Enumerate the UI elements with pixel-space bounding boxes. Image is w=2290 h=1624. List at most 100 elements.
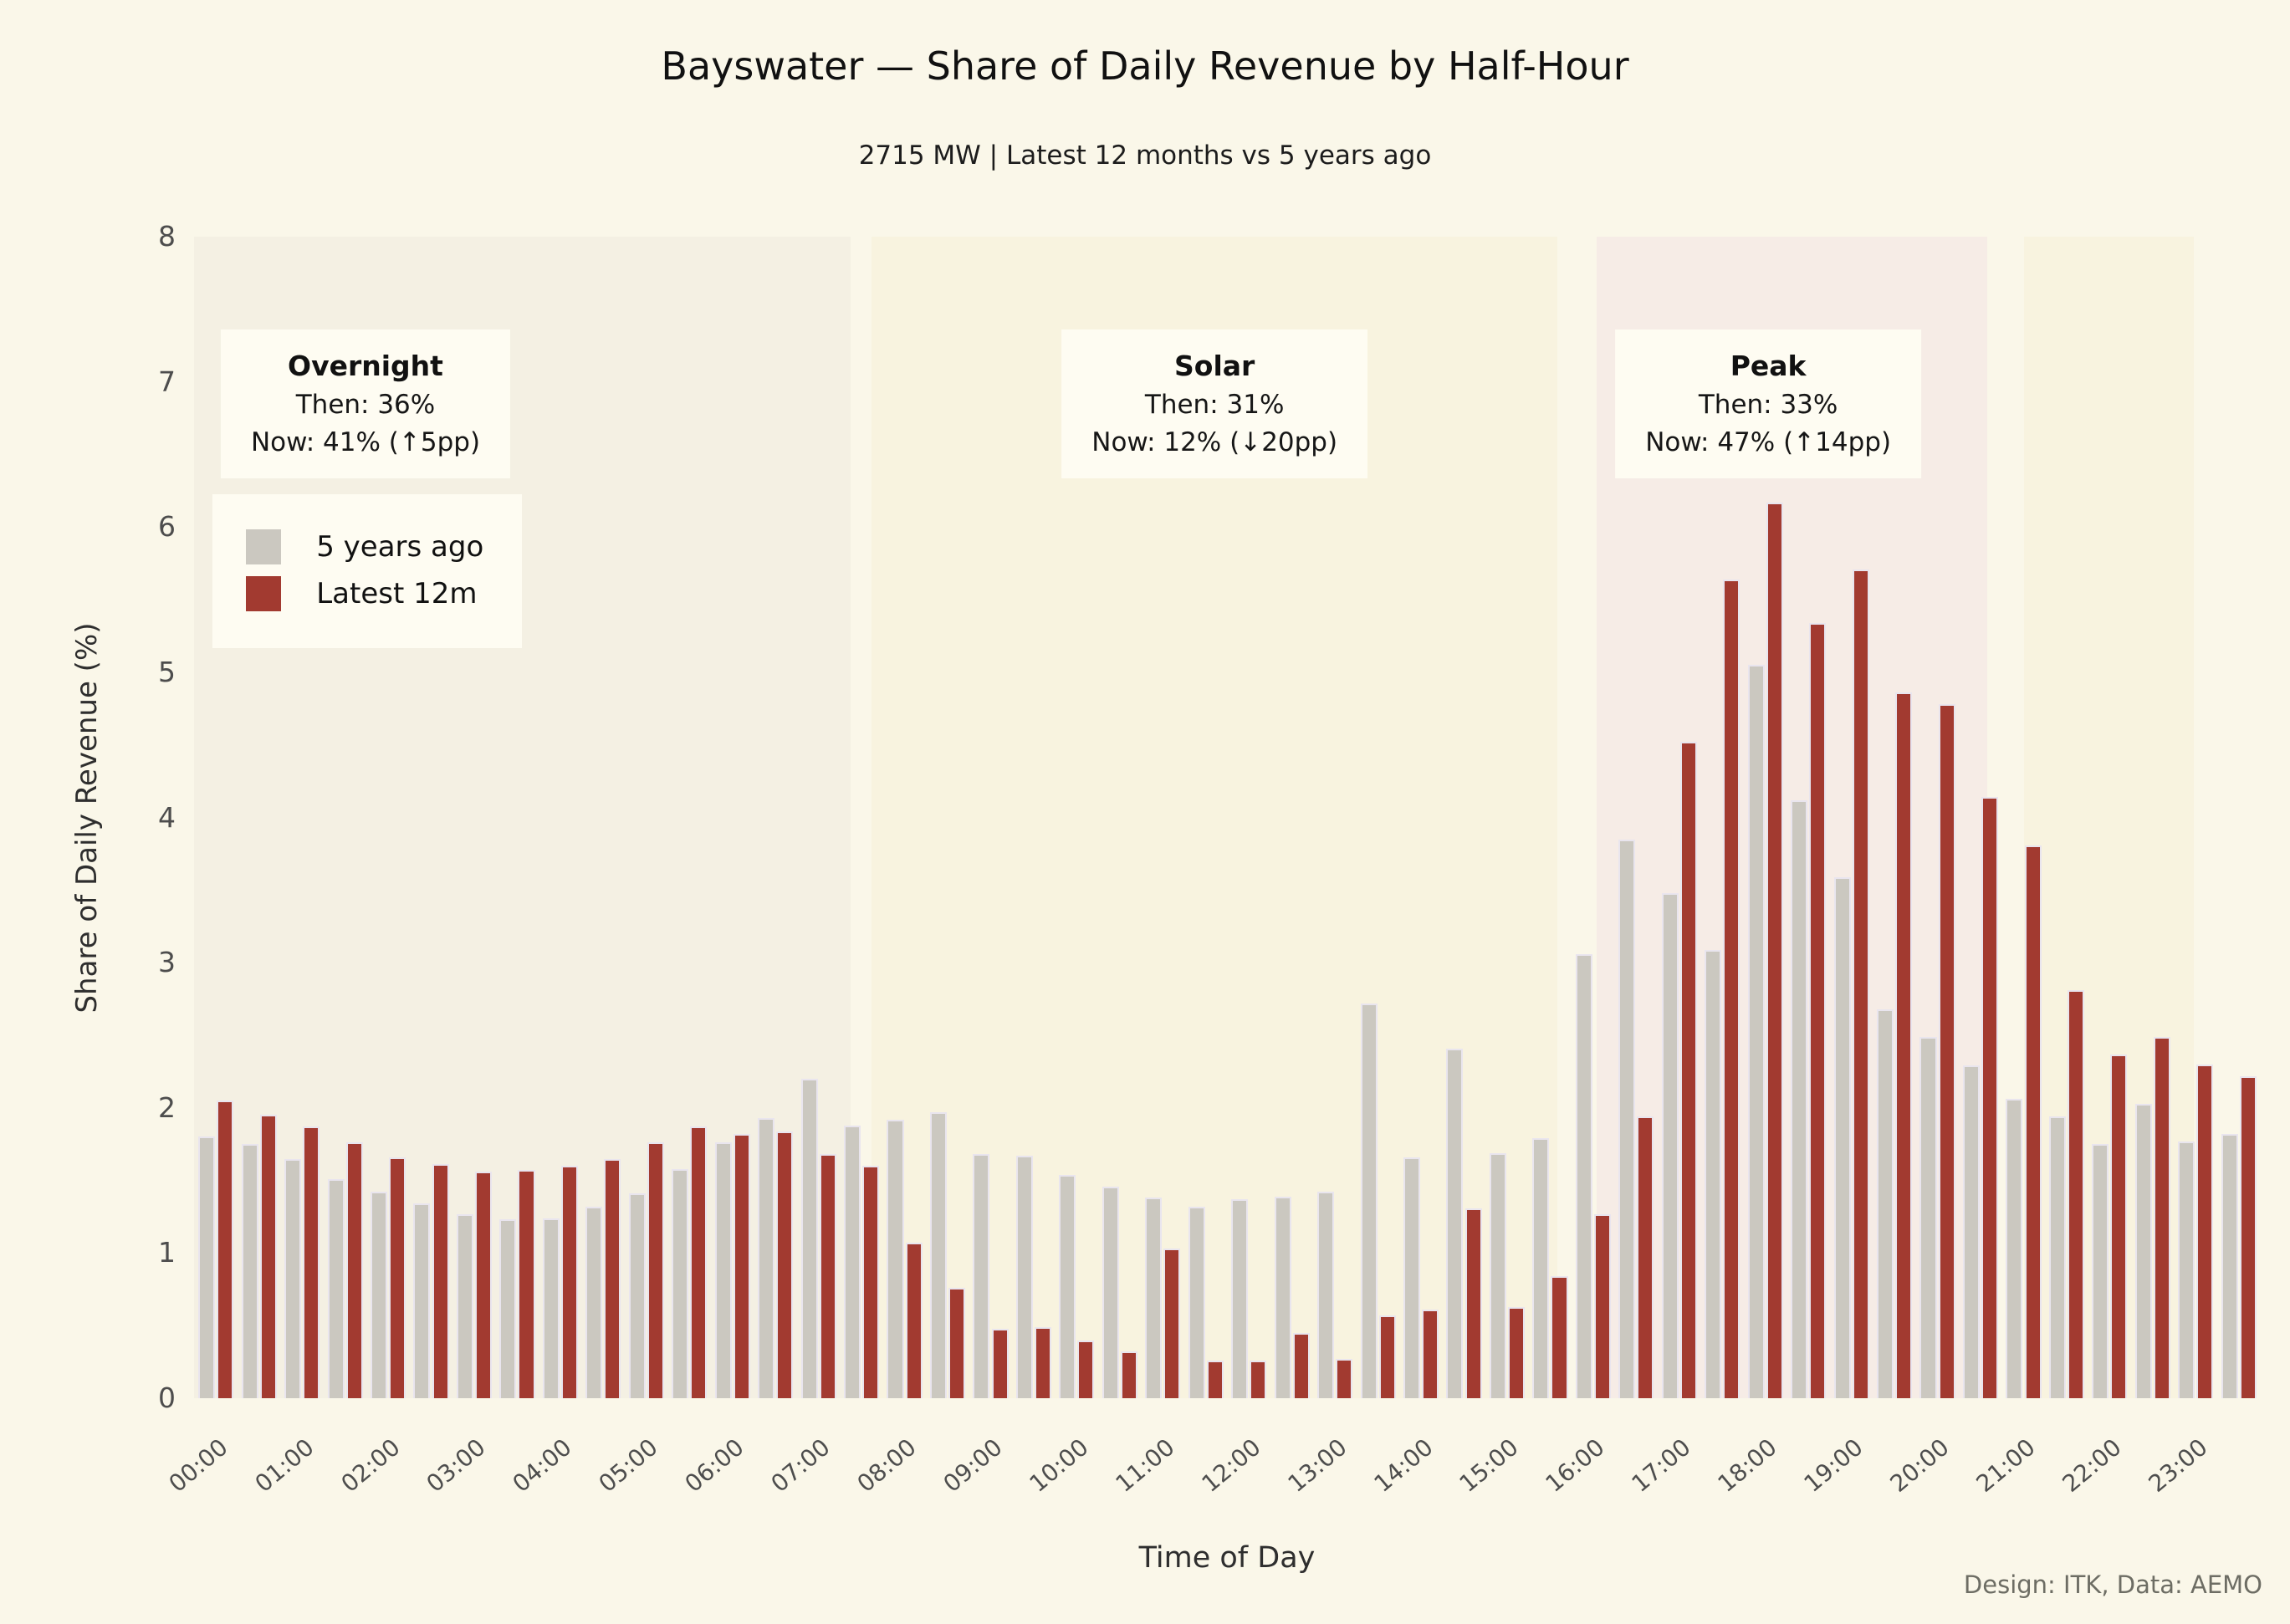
x-tick-17:00: 17:00 [1626,1432,1696,1499]
bar-latest-12m-18:00 [1766,502,1783,1398]
x-tick-05:00: 05:00 [593,1432,663,1499]
bar-group-07:00 [796,237,839,1398]
legend-item-then: 5 years ago [246,529,484,565]
plot-area: Overnight Then: 36% Now: 41% (↑5pp) Solar Th… [70,237,2260,1575]
x-tick-20:00: 20:00 [1884,1432,1955,1499]
bar-5-years-ago-07:30 [844,1125,861,1398]
bar-5-years-ago-09:00 [973,1154,990,1398]
annotation-peak-title: Peak [1730,350,1807,383]
bar-latest-12m-14:00 [1422,1310,1439,1398]
bar-latest-12m-12:00 [1250,1360,1267,1398]
bar-group-23:30 [2217,237,2260,1398]
x-tick-11:00: 11:00 [1110,1432,1180,1499]
bar-latest-12m-22:00 [2110,1054,2128,1398]
bar-5-years-ago-02:00 [370,1192,388,1398]
x-tick-06:00: 06:00 [679,1432,749,1499]
x-tick-15:00: 15:00 [1454,1432,1525,1499]
bar-5-years-ago-00:00 [198,1136,216,1398]
bar-latest-12m-13:00 [1336,1359,1353,1398]
bar-latest-12m-13:30 [1378,1315,1396,1398]
x-tick-16:00: 16:00 [1540,1432,1610,1499]
bar-5-years-ago-15:30 [1532,1138,1550,1398]
bar-latest-12m-20:00 [1938,704,1955,1398]
bar-latest-12m-18:30 [1809,622,1827,1398]
annotation-solar: Solar Then: 31% Now: 12% (↓20pp) [1061,329,1368,478]
bar-latest-12m-16:30 [1637,1116,1654,1398]
bar-group-07:30 [840,237,882,1398]
bar-group-08:00 [882,237,925,1398]
bar-5-years-ago-16:00 [1575,953,1592,1398]
bar-5-years-ago-08:00 [887,1119,904,1398]
legend-label-then: 5 years ago [316,530,484,564]
annotation-peak-then: Then: 33% [1698,389,1838,420]
bar-latest-12m-03:30 [518,1170,535,1398]
x-tick-13:00: 13:00 [1282,1432,1352,1499]
bar-5-years-ago-10:30 [1102,1186,1119,1398]
bar-group-11:00 [1141,237,1183,1398]
bar-5-years-ago-17:00 [1661,892,1679,1398]
bar-latest-12m-01:30 [345,1142,363,1398]
x-tick-08:00: 08:00 [851,1432,922,1499]
bar-group-19:30 [1873,237,1915,1398]
bar-5-years-ago-00:30 [241,1144,258,1398]
bar-5-years-ago-03:00 [456,1213,473,1398]
bar-5-years-ago-06:00 [714,1142,732,1398]
x-tick-04:00: 04:00 [507,1432,577,1499]
bar-latest-12m-07:30 [862,1166,880,1398]
x-tick-14:00: 14:00 [1368,1432,1439,1499]
annotation-overnight-now: Now: 41% (↑5pp) [250,426,481,457]
bar-5-years-ago-02:30 [413,1203,431,1398]
chart-subtitle: 2715 MW | Latest 12 months vs 5 years ag… [858,140,1432,171]
bar-group-16:30 [1614,237,1657,1398]
bar-latest-12m-09:00 [991,1328,1009,1398]
bar-group-19:00 [1829,237,1872,1398]
bar-group-09:00 [969,237,1011,1398]
bar-latest-12m-19:30 [1895,692,1913,1398]
bar-5-years-ago-18:30 [1791,799,1808,1398]
x-tick-09:00: 09:00 [938,1432,1008,1499]
bar-5-years-ago-11:00 [1145,1198,1163,1398]
bar-5-years-ago-08:30 [929,1111,947,1398]
y-tick-3: 3 [158,946,176,979]
bar-group-11:30 [1184,237,1227,1398]
x-tick-21:00: 21:00 [1971,1432,2041,1499]
annotation-overnight: Overnight Then: 36% Now: 41% (↑5pp) [220,329,511,478]
x-tick-02:00: 02:00 [335,1432,406,1499]
bar-group-06:30 [754,237,796,1398]
bar-group-03:00 [452,237,495,1398]
bar-latest-12m-10:00 [1077,1340,1095,1398]
bar-latest-12m-01:00 [303,1126,320,1398]
x-tick-07:00: 07:00 [765,1432,836,1499]
bar-group-21:00 [2001,237,2044,1398]
bar-latest-12m-23:00 [2196,1064,2214,1398]
bar-5-years-ago-22:30 [2134,1103,2152,1398]
bar-group-22:00 [2088,237,2130,1398]
y-tick-6: 6 [158,510,176,544]
bar-group-20:30 [1959,237,2001,1398]
bar-group-04:00 [539,237,581,1398]
bar-latest-12m-00:30 [259,1115,277,1398]
bar-latest-12m-14:30 [1464,1208,1482,1398]
bar-5-years-ago-15:00 [1489,1152,1506,1398]
bar-5-years-ago-05:30 [672,1168,689,1398]
x-tick-12:00: 12:00 [1196,1432,1266,1499]
annotation-overnight-title: Overnight [288,350,443,383]
bar-group-14:30 [1442,237,1485,1398]
bar-latest-12m-19:00 [1852,569,1869,1398]
y-tick-8: 8 [158,220,176,253]
bar-group-05:30 [667,237,710,1398]
annotation-peak-now: Now: 47% (↑14pp) [1645,426,1892,457]
bar-latest-12m-05:30 [690,1126,708,1398]
bar-latest-12m-12:30 [1292,1332,1310,1398]
bar-group-14:00 [1399,237,1442,1398]
bar-5-years-ago-14:30 [1446,1048,1464,1398]
bar-group-23:00 [2174,237,2216,1398]
bar-5-years-ago-04:30 [585,1206,603,1398]
legend-label-now: Latest 12m [316,577,478,611]
bar-group-18:30 [1787,237,1829,1398]
bar-5-years-ago-06:30 [758,1117,775,1398]
x-tick-19:00: 19:00 [1798,1432,1868,1499]
bar-5-years-ago-22:00 [2092,1144,2109,1398]
bar-5-years-ago-20:30 [1962,1065,1980,1398]
x-tick-10:00: 10:00 [1024,1432,1094,1499]
